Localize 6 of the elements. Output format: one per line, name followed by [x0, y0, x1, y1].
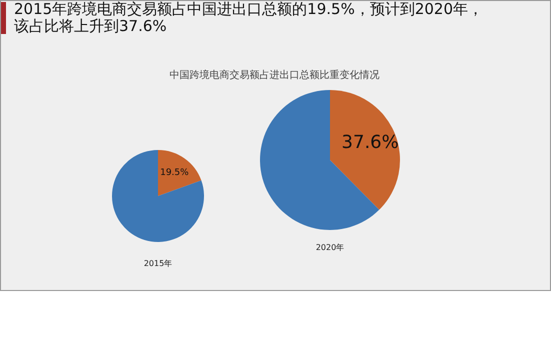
data-label: 19.5% [160, 168, 190, 178]
text: 2015年跨境电商交易额占中国进出口总额的19.5%，预计到2020年，该占比将上升到37.6% [14, 0, 484, 35]
data-label: 37.6% [342, 132, 399, 154]
text: 2015年 [142, 258, 174, 269]
text: 2020年 [314, 242, 346, 253]
text: 中国跨境电商交易额占进出口总额比重变化情况 [168, 68, 380, 82]
